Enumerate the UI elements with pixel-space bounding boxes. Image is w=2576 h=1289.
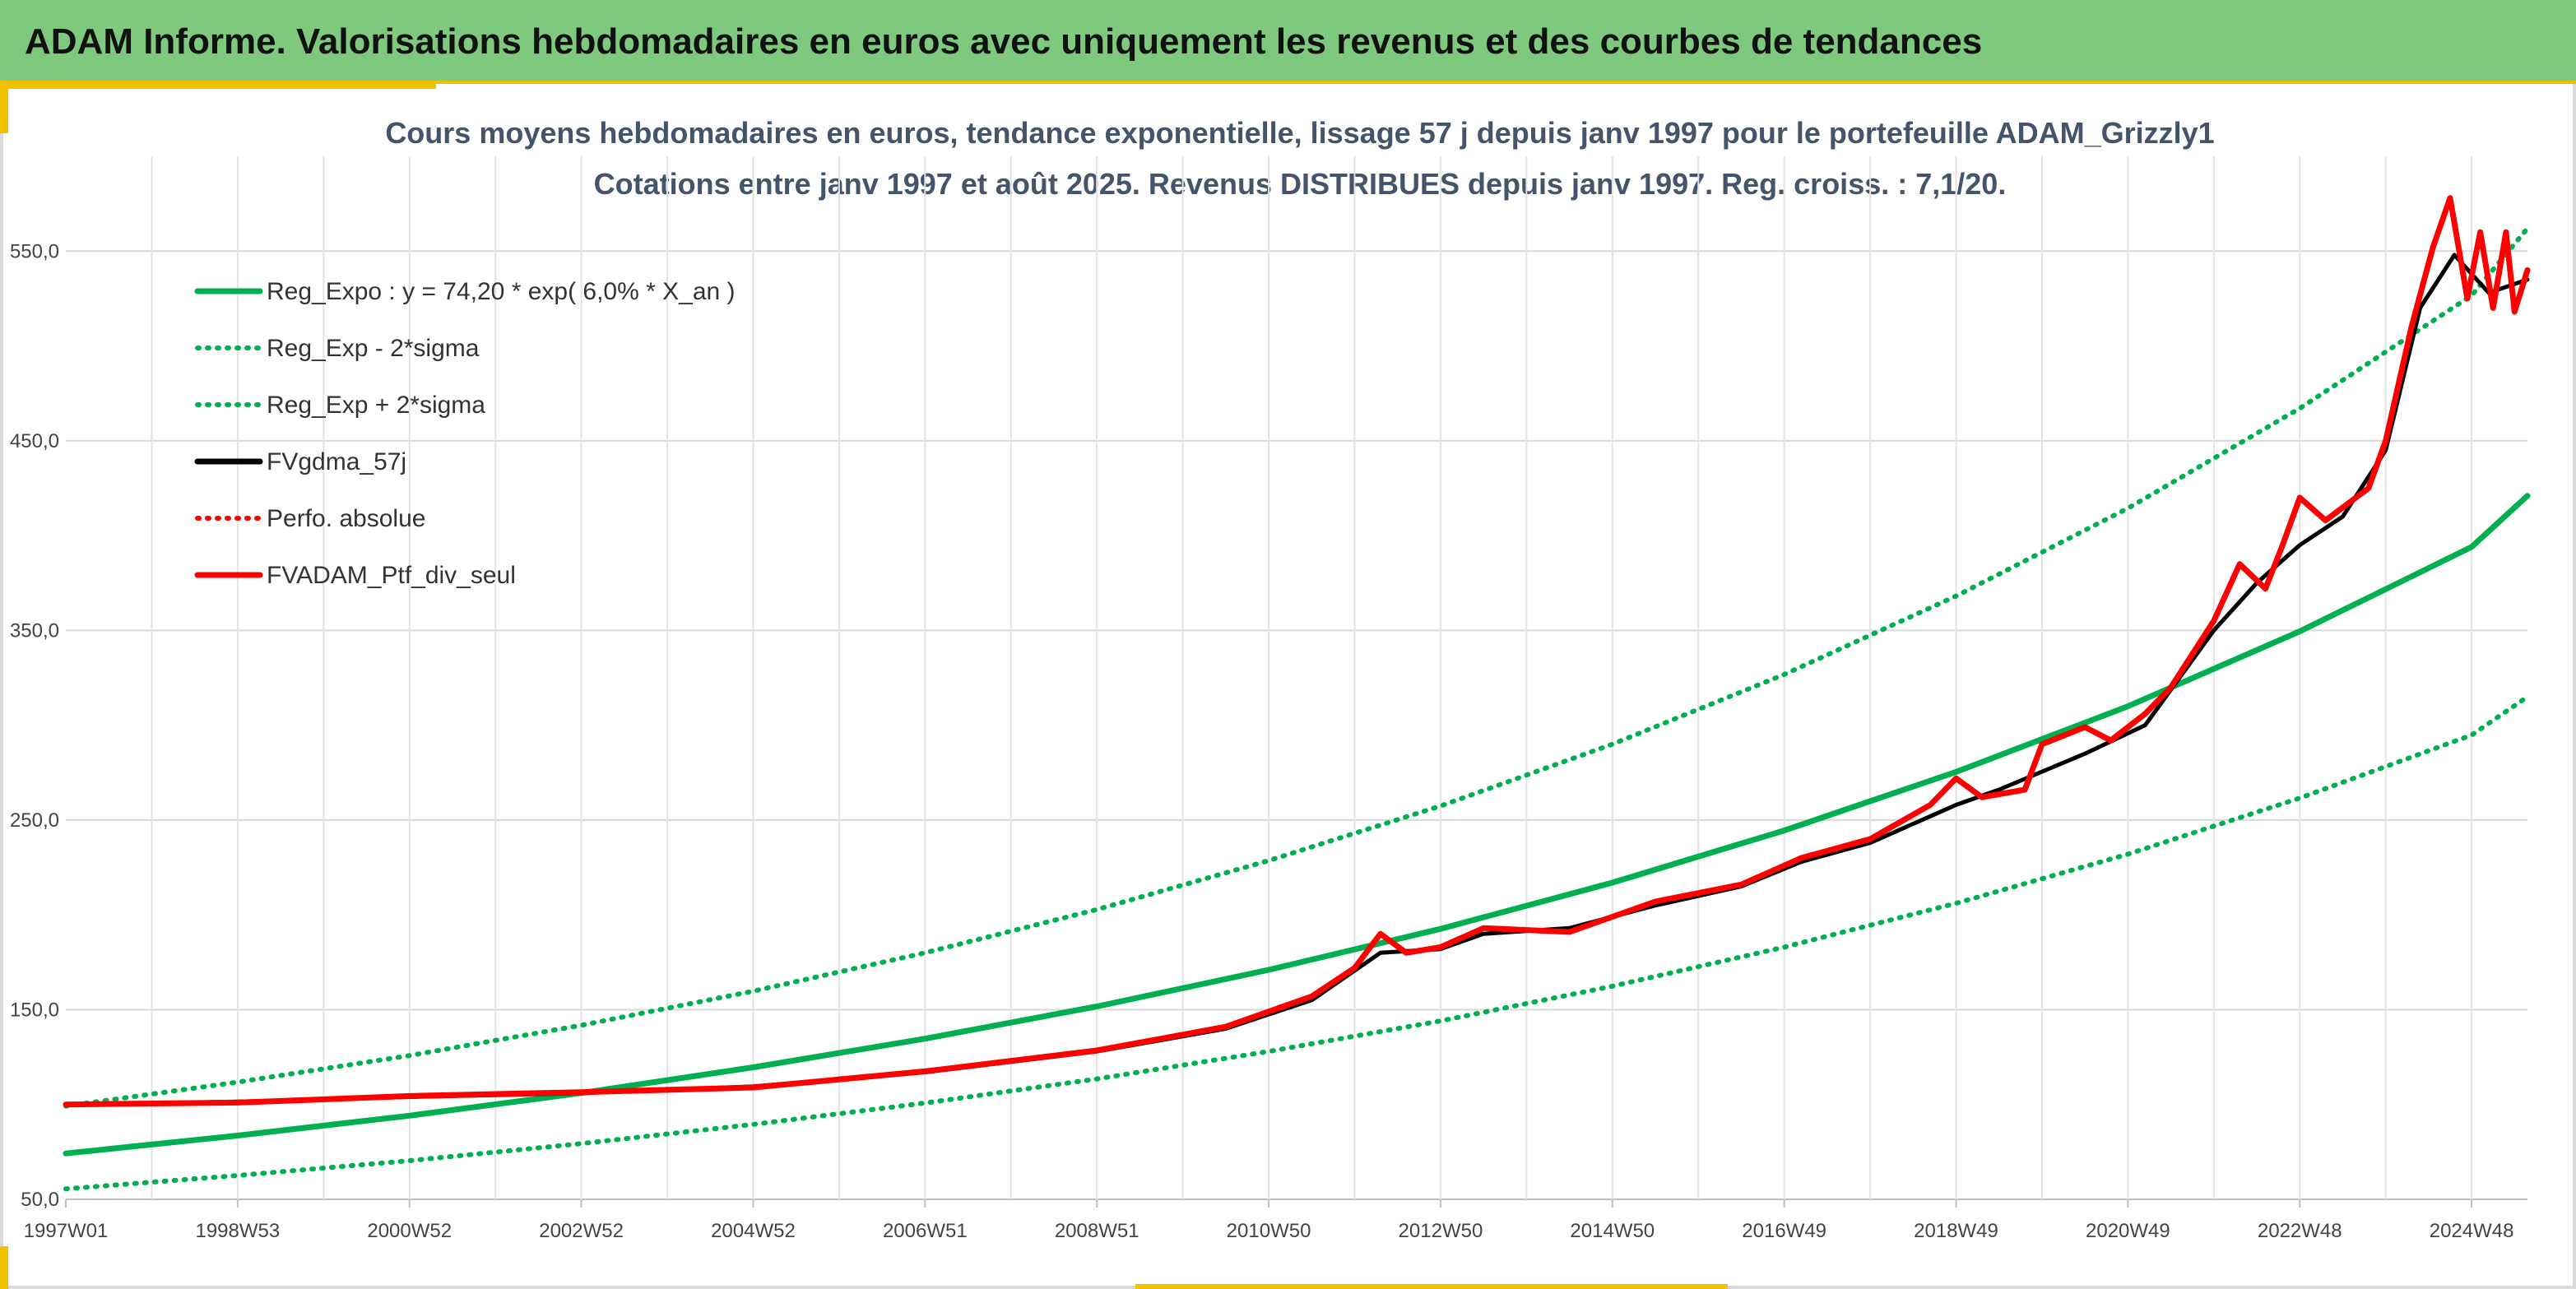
y-tick-label: 150,0 bbox=[10, 999, 59, 1021]
x-tick-label: 2008W51 bbox=[1055, 1220, 1139, 1242]
x-tick-label: 1998W53 bbox=[195, 1220, 280, 1242]
x-tick-label: 2016W49 bbox=[1742, 1220, 1826, 1242]
y-axis-ticks: 50,0 150,0 250,0 350,0 450,0 550,0 bbox=[10, 240, 59, 1211]
x-tick-label: 2022W48 bbox=[2258, 1220, 2342, 1242]
legend-label: Reg_Exp + 2*sigma bbox=[267, 392, 485, 419]
legend-label: Reg_Exp - 2*sigma bbox=[267, 335, 480, 362]
grid bbox=[66, 156, 2527, 1200]
x-tick-label: 2018W49 bbox=[1914, 1220, 1998, 1242]
corner-accent-bottom-bar bbox=[1135, 1284, 1728, 1289]
header-title: ADAM Informe. Valorisations hebdomadaire… bbox=[25, 21, 1983, 62]
legend: Reg_Expo : y = 74,20 * exp( 6,0% * X_an … bbox=[194, 278, 736, 589]
header-bar: ADAM Informe. Valorisations hebdomadaire… bbox=[0, 0, 2576, 84]
x-tick-label: 2012W50 bbox=[1399, 1220, 1483, 1242]
y-tick-label: 450,0 bbox=[10, 430, 59, 452]
x-tick-label: 2020W49 bbox=[2086, 1220, 2170, 1242]
series-line bbox=[63, 225, 2530, 1109]
x-tick-label: 2010W50 bbox=[1227, 1220, 1311, 1242]
x-tick-label: 2014W50 bbox=[1570, 1220, 1655, 1242]
series-line bbox=[63, 253, 2530, 1107]
corner-accent-bottom-left bbox=[0, 1246, 8, 1289]
corner-accent-top-bar bbox=[0, 84, 436, 89]
legend-label: FVADAM_Ptf_div_seul bbox=[267, 562, 516, 589]
x-tick-label: 2002W52 bbox=[539, 1220, 624, 1242]
x-tick-label: 2024W48 bbox=[2430, 1220, 2514, 1242]
x-tick-label: 2006W51 bbox=[883, 1220, 968, 1242]
x-tick-label: 1997W01 bbox=[24, 1220, 109, 1242]
series-lines bbox=[63, 195, 2531, 1192]
y-tick-label: 250,0 bbox=[10, 809, 59, 832]
corner-accent-top-left bbox=[0, 84, 8, 133]
y-tick-label: 50,0 bbox=[21, 1189, 59, 1211]
legend-label: Reg_Expo : y = 74,20 * exp( 6,0% * X_an … bbox=[267, 278, 736, 305]
y-tick-label: 350,0 bbox=[10, 619, 59, 642]
x-axis-ticks: 1997W01 1998W53 2000W52 2002W52 2004W52 2006W… bbox=[24, 1199, 2514, 1242]
series-line bbox=[63, 493, 2531, 1157]
legend-label: FVgdma_57j bbox=[267, 448, 406, 475]
chart-subtitle: Cotations entre janv 1997 et août 2025. … bbox=[594, 167, 2007, 201]
chart-title: Cours moyens hebdomadaires en euros, ten… bbox=[385, 116, 2214, 150]
x-tick-label: 2004W52 bbox=[711, 1220, 796, 1242]
y-tick-label: 550,0 bbox=[10, 240, 59, 262]
legend-label: Perfo. absolue bbox=[267, 505, 425, 532]
series-line bbox=[63, 694, 2530, 1192]
x-tick-label: 2000W52 bbox=[367, 1220, 452, 1242]
series-line bbox=[63, 195, 2531, 1108]
